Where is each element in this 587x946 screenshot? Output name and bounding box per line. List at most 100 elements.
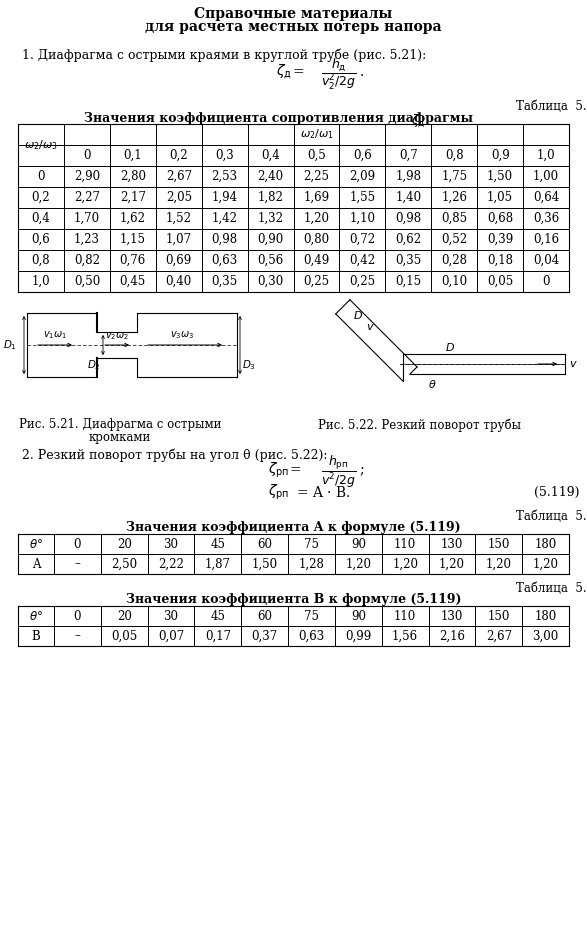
- Text: 1,69: 1,69: [303, 191, 329, 204]
- Text: 0,04: 0,04: [533, 254, 559, 267]
- Text: 75: 75: [304, 537, 319, 551]
- Text: 0,36: 0,36: [533, 212, 559, 225]
- Text: 1,05: 1,05: [487, 191, 513, 204]
- Text: 2,67: 2,67: [166, 170, 192, 183]
- Text: 1,94: 1,94: [212, 191, 238, 204]
- Text: 1,50: 1,50: [487, 170, 513, 183]
- Text: 1,26: 1,26: [441, 191, 467, 204]
- Text: 2,09: 2,09: [349, 170, 376, 183]
- Text: 1,40: 1,40: [395, 191, 421, 204]
- Text: $v^2/2g$: $v^2/2g$: [321, 471, 356, 491]
- Text: =: =: [290, 463, 301, 477]
- Text: 0,63: 0,63: [298, 629, 325, 642]
- Text: 45: 45: [210, 609, 225, 622]
- Text: 150: 150: [488, 609, 510, 622]
- Text: $\zeta_{\mathrm{д}}$: $\zeta_{\mathrm{д}}$: [411, 112, 426, 129]
- Text: 1,20: 1,20: [439, 557, 465, 570]
- Text: 180: 180: [535, 609, 556, 622]
- Text: 0,85: 0,85: [441, 212, 467, 225]
- Text: 1,20: 1,20: [486, 557, 512, 570]
- Text: 1,0: 1,0: [32, 275, 50, 288]
- Text: 60: 60: [257, 609, 272, 622]
- Text: 1,10: 1,10: [349, 212, 376, 225]
- Text: B: B: [32, 629, 41, 642]
- Text: 0,4: 0,4: [261, 149, 280, 162]
- Text: 0,62: 0,62: [395, 233, 421, 246]
- Text: 110: 110: [394, 609, 416, 622]
- Text: 1,20: 1,20: [392, 557, 418, 570]
- Text: 1,70: 1,70: [74, 212, 100, 225]
- Text: ;: ;: [359, 463, 364, 477]
- Text: 1,52: 1,52: [166, 212, 192, 225]
- Text: 2,67: 2,67: [485, 629, 512, 642]
- Text: Значения коэффициента сопротивления диафрагмы: Значения коэффициента сопротивления диаф…: [84, 112, 473, 125]
- Text: $\theta$: $\theta$: [428, 378, 436, 390]
- Text: 0,7: 0,7: [399, 149, 418, 162]
- Text: $v$: $v$: [569, 359, 578, 369]
- Text: 2,53: 2,53: [212, 170, 238, 183]
- Text: 0,37: 0,37: [252, 629, 278, 642]
- Text: 0,30: 0,30: [258, 275, 284, 288]
- Text: $\theta°$: $\theta°$: [29, 537, 43, 551]
- Text: 0: 0: [37, 170, 45, 183]
- Text: 1. Диафрагма с острыми краями в круглой трубе (рис. 5.21):: 1. Диафрагма с острыми краями в круглой …: [22, 48, 426, 61]
- Text: 0,45: 0,45: [120, 275, 146, 288]
- Text: 130: 130: [441, 537, 463, 551]
- Text: 0,2: 0,2: [170, 149, 188, 162]
- Text: 0,9: 0,9: [491, 149, 510, 162]
- Text: 2,50: 2,50: [111, 557, 137, 570]
- Text: 2,17: 2,17: [120, 191, 146, 204]
- Text: $D_1$: $D_1$: [3, 338, 17, 352]
- Text: 0: 0: [83, 149, 91, 162]
- Text: 0,99: 0,99: [345, 629, 372, 642]
- Text: 0,05: 0,05: [111, 629, 137, 642]
- Text: 1,82: 1,82: [258, 191, 284, 204]
- Text: 30: 30: [164, 609, 178, 622]
- Text: 0,28: 0,28: [441, 254, 467, 267]
- Text: 1,42: 1,42: [212, 212, 238, 225]
- Text: 0,6: 0,6: [353, 149, 372, 162]
- Text: 0,69: 0,69: [166, 254, 192, 267]
- Text: =: =: [293, 65, 304, 79]
- Text: 2,27: 2,27: [74, 191, 100, 204]
- Text: 1,0: 1,0: [537, 149, 555, 162]
- Text: 1,62: 1,62: [120, 212, 146, 225]
- Text: 0,4: 0,4: [32, 212, 50, 225]
- Text: 0,05: 0,05: [487, 275, 513, 288]
- Text: 0,90: 0,90: [258, 233, 284, 246]
- Text: Справочные материалы: Справочные материалы: [194, 7, 393, 21]
- Text: –: –: [75, 629, 80, 642]
- Text: 0,8: 0,8: [32, 254, 50, 267]
- Text: $v$: $v$: [366, 322, 375, 332]
- Text: = A $\cdot$ B.: = A $\cdot$ B.: [295, 484, 350, 499]
- Text: 2,25: 2,25: [303, 170, 329, 183]
- Text: 1,28: 1,28: [299, 557, 325, 570]
- Text: 0,2: 0,2: [32, 191, 50, 204]
- Text: 110: 110: [394, 537, 416, 551]
- Text: 1,20: 1,20: [303, 212, 329, 225]
- Text: 0,16: 0,16: [533, 233, 559, 246]
- Text: 150: 150: [488, 537, 510, 551]
- Text: 1,50: 1,50: [252, 557, 278, 570]
- Text: 180: 180: [535, 537, 556, 551]
- Text: 1,00: 1,00: [533, 170, 559, 183]
- Text: 0: 0: [73, 609, 81, 622]
- Text: 0,25: 0,25: [349, 275, 376, 288]
- Text: 1,20: 1,20: [532, 557, 559, 570]
- Text: 0,82: 0,82: [74, 254, 100, 267]
- Text: $D$: $D$: [353, 308, 363, 321]
- Text: A: A: [32, 557, 41, 570]
- Text: 0,35: 0,35: [211, 275, 238, 288]
- Text: кромками: кромками: [89, 431, 151, 444]
- Text: $h_{\mathrm{рп}}$: $h_{\mathrm{рп}}$: [328, 454, 349, 472]
- Text: $\omega_2/\omega_3$: $\omega_2/\omega_3$: [24, 138, 58, 152]
- Text: 1,07: 1,07: [166, 233, 192, 246]
- Text: .: .: [359, 65, 363, 79]
- Text: $h_{\mathrm{д}}$: $h_{\mathrm{д}}$: [330, 57, 346, 74]
- Text: 1,32: 1,32: [258, 212, 284, 225]
- Text: Таблица  5.3: Таблица 5.3: [516, 510, 587, 523]
- Text: 90: 90: [351, 609, 366, 622]
- Text: 2,16: 2,16: [439, 629, 465, 642]
- Text: 0,10: 0,10: [441, 275, 467, 288]
- Text: 0,17: 0,17: [205, 629, 231, 642]
